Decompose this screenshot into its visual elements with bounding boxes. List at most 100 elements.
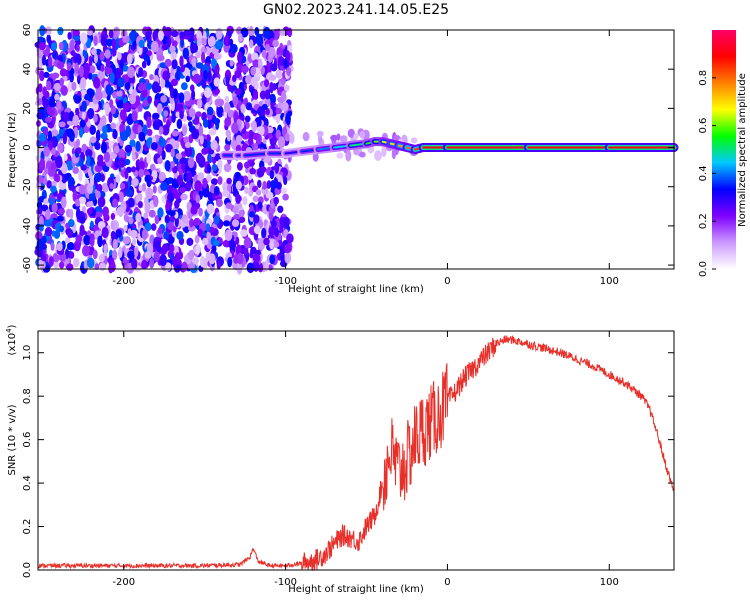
snr-scale-close: ) <box>7 324 18 328</box>
spectrogram-cell <box>109 72 115 84</box>
spectrogram-cell <box>97 235 103 248</box>
spectrogram-cell <box>138 185 143 192</box>
spectrogram-cell <box>44 226 53 237</box>
spectrogram-cell <box>60 196 67 209</box>
spectrogram-cell <box>74 62 79 74</box>
spectrogram-cell <box>81 111 86 120</box>
spectrogram-cell <box>205 223 211 232</box>
spectrogram-cell <box>112 129 118 140</box>
spectrogram-cell <box>246 262 255 274</box>
spectrogram-cell <box>146 116 152 129</box>
spectrogram-cell <box>173 192 181 200</box>
spectrogram-cell <box>225 74 230 87</box>
spectrogram-cell <box>37 160 46 172</box>
spectrogram-cell <box>86 208 93 215</box>
spectrogram-cell <box>53 230 61 239</box>
spectrogram-cell <box>116 99 125 109</box>
spectrogram-cell <box>268 226 275 236</box>
snr-x-ticks: -200 -100 0 100 <box>112 331 619 588</box>
spectrogram-cell <box>110 230 116 240</box>
spectrogram-cell <box>112 238 118 250</box>
spectrogram-cell <box>283 176 288 186</box>
spectrogram-cell <box>104 103 110 115</box>
spectrogram-cell <box>65 237 71 244</box>
spectrogram-cell <box>165 202 171 211</box>
spectrogram-cell <box>98 253 105 263</box>
spectrogram-cell <box>214 64 220 76</box>
spectrogram-cell <box>129 93 136 105</box>
spectrogram-cell <box>186 237 194 246</box>
spectrogram-cell <box>190 205 198 215</box>
spectrogram-cell <box>235 180 242 190</box>
spectrogram-cell <box>110 105 117 115</box>
spectrogram-cell <box>110 213 116 220</box>
spectrogram-cell <box>138 168 145 178</box>
spectrogram-cell <box>131 110 138 122</box>
spectrogram-cell <box>216 105 224 118</box>
spectrogram-cell <box>51 129 59 137</box>
x-tick-label: 100 <box>600 577 619 588</box>
spectrogram-cell <box>266 180 272 189</box>
spectrogram-cell <box>252 195 259 203</box>
spectrogram-cell <box>240 229 248 237</box>
spectrogram-cell <box>66 242 75 251</box>
spectrogram-cell <box>131 166 136 173</box>
spectrogram-cell <box>188 108 196 118</box>
spectrogram-cell <box>241 65 249 74</box>
spectrogram-cell <box>261 49 267 58</box>
spectrogram-cell <box>128 32 135 40</box>
spectrogram-cell <box>46 64 54 73</box>
spectrogram-cell <box>191 89 196 101</box>
spectrogram-cell <box>108 140 115 149</box>
spectrogram-cell <box>50 242 55 251</box>
spectrogram-cell <box>345 149 352 162</box>
spectrogram-cell <box>281 90 287 103</box>
spectrogram-cell <box>187 157 195 169</box>
spectrogram-cell <box>230 43 238 54</box>
spectrogram-cell <box>89 175 95 187</box>
spectrogram-cell <box>62 132 68 145</box>
spectrogram-cell <box>180 193 188 201</box>
spectrogram-cell <box>152 120 160 130</box>
colorbar-tick-label: 0.8 <box>698 70 709 86</box>
spectrogram-cell <box>175 111 180 118</box>
spectrogram-cell <box>43 71 50 78</box>
spectrogram-cell <box>133 170 139 177</box>
spectrogram-cell <box>249 168 256 175</box>
spectrogram-cell <box>144 222 152 232</box>
spectrogram-cell <box>59 225 65 233</box>
spectrogram-cell <box>97 172 102 182</box>
spectrogram-cell <box>102 124 108 135</box>
spectrogram-cell <box>172 88 178 100</box>
spectrogram-frame <box>37 29 675 270</box>
spectrogram-cell <box>274 162 280 174</box>
spectrogram-cell <box>198 207 203 217</box>
spectrogram-cell <box>283 58 288 69</box>
spectrogram-cell <box>67 81 73 93</box>
spectrogram-cell <box>138 39 145 49</box>
spectrogram-cell <box>96 159 104 167</box>
spectrogram-x-ticks: -200 -100 0 100 <box>112 30 619 287</box>
spectrogram-cell <box>206 203 215 215</box>
spectrogram-cell <box>79 224 85 236</box>
spectrogram-panel: -200 -100 0 100 60 40 20 0 -20 -40 -60 Height of … <box>7 24 679 295</box>
spectrogram-cell <box>81 100 87 112</box>
spectrogram-cell <box>225 252 232 259</box>
spectrogram-cell <box>160 181 168 191</box>
spectrogram-cell <box>146 152 152 165</box>
spectrogram-cell <box>202 188 210 198</box>
spectrogram-cell <box>100 36 108 47</box>
spectrogram-cell <box>115 174 121 183</box>
spectrogram-cell <box>148 209 156 218</box>
spectrogram-cell <box>374 150 382 162</box>
spectrogram-cell <box>203 69 208 80</box>
spectrogram-cell <box>279 216 285 226</box>
spectrogram-cell <box>279 29 287 36</box>
spectrogram-cell <box>156 103 163 115</box>
spectrogram-cell <box>264 79 269 88</box>
spectrogram-cell <box>125 125 131 137</box>
spectrogram-cell <box>265 108 270 116</box>
spectrogram-cell <box>116 90 123 97</box>
spectrogram-cell <box>158 171 166 182</box>
spectrogram-cell <box>227 238 235 248</box>
